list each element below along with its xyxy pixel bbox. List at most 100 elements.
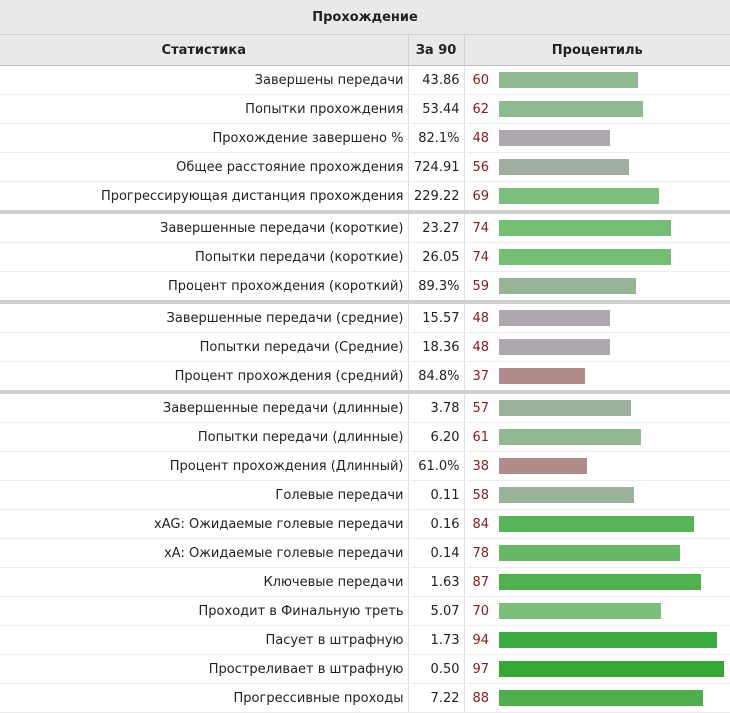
percentile-cell: 69 [464, 181, 730, 213]
percentile-bar [498, 574, 701, 590]
percentile-value: 37 [472, 368, 490, 384]
stat-name: Ключевые передачи [0, 567, 409, 597]
percentile-bar [498, 458, 587, 474]
percentile-bar [498, 632, 717, 648]
stat-name: Простреливает в штрафную [0, 654, 409, 684]
percentile-bar [498, 400, 631, 416]
percentile-bar [498, 310, 610, 326]
per90-value: 43.86 [408, 65, 465, 95]
percentile-cell: 62 [464, 94, 730, 124]
table-row: Процент прохождения (короткий) 89.3% 59 [0, 271, 730, 303]
percentile-value: 78 [472, 545, 490, 561]
percentile-value: 62 [472, 101, 490, 117]
percentile-bar [498, 72, 638, 88]
per90-value: 0.11 [408, 480, 465, 510]
percentile-cell: 60 [464, 65, 730, 95]
stat-name: Прогрессивные проходы [0, 683, 409, 713]
percentile-value: 87 [472, 574, 490, 590]
percentile-value: 56 [472, 159, 490, 175]
stat-name: xA: Ожидаемые голевые передачи [0, 538, 409, 568]
percentile-bar [498, 188, 659, 204]
per90-value: 53.44 [408, 94, 465, 124]
table-row: Голевые передачи 0.11 58 [0, 480, 730, 510]
per90-value: 84.8% [408, 361, 465, 393]
table-row: Ключевые передачи 1.63 87 [0, 567, 730, 597]
table-row: xAG: Ожидаемые голевые передачи 0.16 84 [0, 509, 730, 539]
percentile-bar [498, 220, 671, 236]
stat-name: Завершенные передачи (короткие) [0, 210, 409, 243]
per90-value: 0.14 [408, 538, 465, 568]
table-row: Простреливает в штрафную 0.50 97 [0, 654, 730, 684]
stat-name: xAG: Ожидаемые голевые передачи [0, 509, 409, 539]
percentile-cell: 37 [464, 361, 730, 393]
percentile-bar [498, 368, 585, 384]
column-header-stat[interactable]: Статистика [0, 34, 409, 66]
stat-name: Попытки передачи (длинные) [0, 422, 409, 452]
table-row: Попытки передачи (длинные) 6.20 61 [0, 422, 730, 452]
percentile-cell: 70 [464, 596, 730, 626]
stat-name: Процент прохождения (короткий) [0, 271, 409, 303]
percentile-value: 69 [472, 188, 490, 204]
table-row: Процент прохождения (Длинный) 61.0% 38 [0, 451, 730, 481]
percentile-value: 94 [472, 632, 490, 648]
stat-name: Завершены передачи [0, 65, 409, 95]
percentile-bar [498, 249, 671, 265]
percentile-bar [498, 101, 643, 117]
percentile-cell: 97 [464, 654, 730, 684]
stat-name: Процент прохождения (средний) [0, 361, 409, 393]
percentile-bar [498, 159, 629, 175]
percentile-value: 57 [472, 400, 490, 416]
percentile-cell: 87 [464, 567, 730, 597]
percentile-cell: 48 [464, 123, 730, 153]
table-row: Завершенные передачи (длинные) 3.78 57 [0, 390, 730, 423]
percentile-bar [498, 545, 680, 561]
per90-value: 0.50 [408, 654, 465, 684]
per90-value: 61.0% [408, 451, 465, 481]
table-row: Процент прохождения (средний) 84.8% 37 [0, 361, 730, 393]
per90-value: 0.16 [408, 509, 465, 539]
per90-value: 82.1% [408, 123, 465, 153]
table-row: Завершенные передачи (короткие) 23.27 74 [0, 210, 730, 243]
stat-name: Завершенные передачи (средние) [0, 300, 409, 333]
column-header-percentile[interactable]: Процентиль [464, 34, 730, 66]
percentile-bar [498, 429, 641, 445]
percentile-value: 74 [472, 249, 490, 265]
stat-name: Процент прохождения (Длинный) [0, 451, 409, 481]
percentile-bar [498, 339, 610, 355]
per90-value: 15.57 [408, 300, 465, 333]
per90-value: 18.36 [408, 332, 465, 362]
stat-name: Попытки передачи (короткие) [0, 242, 409, 272]
stat-name: Попытки прохождения [0, 94, 409, 124]
percentile-cell: 74 [464, 210, 730, 243]
percentile-value: 61 [472, 429, 490, 445]
percentile-cell: 48 [464, 332, 730, 362]
percentile-value: 97 [472, 661, 490, 677]
table-row: Попытки передачи (короткие) 26.05 74 [0, 242, 730, 272]
table-row: Пасует в штрафную 1.73 94 [0, 625, 730, 655]
stat-name: Прохождение завершено % [0, 123, 409, 153]
table-body: Завершены передачи 43.86 60 Попытки прохожд… [0, 65, 730, 713]
percentile-bar [498, 516, 694, 532]
stat-name: Пасует в штрафную [0, 625, 409, 655]
percentile-bar [498, 690, 703, 706]
per90-value: 1.73 [408, 625, 465, 655]
percentile-cell: 59 [464, 271, 730, 303]
percentile-cell: 61 [464, 422, 730, 452]
per90-value: 724.91 [408, 152, 465, 182]
per90-value: 229.22 [408, 181, 465, 213]
percentile-value: 48 [472, 310, 490, 326]
table-row: Общее расстояние прохождения 724.91 56 [0, 152, 730, 182]
per90-value: 23.27 [408, 210, 465, 243]
per90-value: 3.78 [408, 390, 465, 423]
table-row: Прохождение завершено % 82.1% 48 [0, 123, 730, 153]
percentile-bar [498, 661, 724, 677]
percentile-cell: 78 [464, 538, 730, 568]
percentile-bar [498, 130, 610, 146]
table-row: xA: Ожидаемые голевые передачи 0.14 78 [0, 538, 730, 568]
percentile-value: 59 [472, 278, 490, 294]
column-header-per90[interactable]: За 90 [408, 34, 465, 66]
percentile-value: 60 [472, 72, 490, 88]
percentile-cell: 84 [464, 509, 730, 539]
table-row: Попытки прохождения 53.44 62 [0, 94, 730, 124]
percentile-cell: 38 [464, 451, 730, 481]
